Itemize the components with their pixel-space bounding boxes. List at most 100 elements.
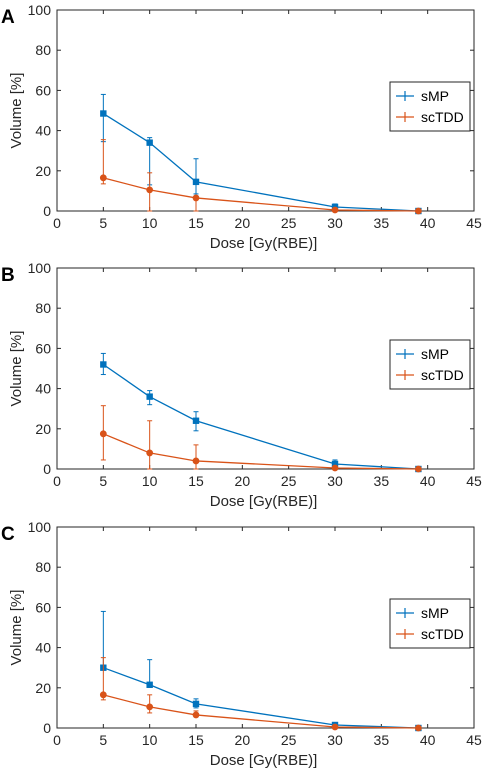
x-axis-title: Dose [Gy(RBE)]	[210, 235, 318, 252]
legend-label: sMP	[421, 605, 449, 621]
data-point	[192, 711, 200, 719]
y-tick-label: 80	[35, 300, 51, 316]
legend: sMP scTDD	[389, 339, 471, 390]
x-tick-label: 5	[99, 215, 107, 231]
y-tick-label: 20	[35, 680, 51, 696]
x-tick-label: 10	[142, 215, 158, 231]
y-tick-label: 60	[35, 599, 51, 615]
y-tick-label: 60	[35, 82, 51, 98]
y-tick-label: 40	[35, 640, 51, 656]
series-line	[103, 667, 419, 729]
data-point	[146, 681, 153, 688]
x-tick-label: 0	[53, 215, 61, 231]
legend-entry: sMP	[396, 346, 449, 362]
x-tick-label: 35	[374, 473, 390, 489]
x-tick-label: 5	[99, 732, 107, 748]
y-tick-label: 100	[28, 519, 52, 535]
data-point	[146, 703, 154, 711]
y-tick-label: 40	[35, 381, 51, 397]
axes-box	[56, 9, 475, 212]
data-point	[99, 174, 107, 182]
x-tick-label: 15	[188, 215, 204, 231]
data-point	[192, 178, 200, 186]
axes-box	[56, 267, 475, 470]
x-tick-label: 40	[420, 473, 436, 489]
legend: sMP scTDD	[389, 81, 471, 132]
x-tick-label: 5	[99, 473, 107, 489]
x-tick-label: 15	[188, 473, 204, 489]
x-tick-label: 35	[374, 732, 390, 748]
panel-label: A	[1, 7, 15, 28]
x-tick-label: 25	[281, 473, 297, 489]
legend-entry: sMP	[396, 88, 449, 104]
legend-entry: scTDD	[396, 367, 464, 383]
data-point	[192, 194, 200, 202]
chart-panel-b: B 0 5 10 15 20 25 30 35 40 45 0 20 40 60 80 100 Dose [Gy(…	[1, 260, 482, 510]
legend-entry: scTDD	[396, 109, 464, 125]
x-tick-label: 40	[420, 732, 436, 748]
y-tick-label: 20	[35, 421, 51, 437]
y-tick-label: 80	[35, 559, 51, 575]
x-tick-label: 20	[235, 215, 251, 231]
data-point	[331, 206, 339, 214]
chart-panel-a: A 0 5 10 15 20 25 30 35 40 45 0 20 40 60 80 100 Dose [Gy(…	[1, 2, 482, 252]
x-tick-label: 30	[327, 215, 343, 231]
legend-entry: sMP	[396, 605, 449, 621]
data-point	[100, 361, 107, 368]
data-point	[192, 700, 200, 708]
x-tick-label: 20	[235, 732, 251, 748]
legend-box	[389, 339, 471, 390]
y-axis-title: Volume [%]	[8, 590, 25, 666]
series-sctdd	[99, 405, 422, 473]
x-axis-title: Dose [Gy(RBE)]	[210, 752, 318, 769]
x-tick-label: 40	[420, 215, 436, 231]
y-tick-label: 20	[35, 163, 51, 179]
legend-label: scTDD	[421, 367, 464, 383]
data-point	[331, 464, 339, 472]
data-point	[415, 207, 422, 215]
y-tick-label: 100	[28, 260, 52, 276]
legend-label: sMP	[421, 88, 449, 104]
legend-label: sMP	[421, 346, 449, 362]
data-point	[415, 724, 422, 732]
data-point	[146, 449, 154, 457]
legend-box	[389, 81, 471, 132]
y-tick-label: 0	[43, 720, 51, 736]
x-tick-label: 30	[327, 473, 343, 489]
legend-box	[389, 598, 471, 649]
x-tick-label: 0	[53, 732, 61, 748]
series-line	[103, 694, 419, 729]
x-tick-label: 10	[142, 732, 158, 748]
x-tick-label: 20	[235, 473, 251, 489]
x-tick-label: 35	[374, 215, 390, 231]
data-point	[99, 430, 107, 438]
data-point	[192, 417, 200, 424]
data-point	[415, 465, 422, 473]
legend: sMP scTDD	[389, 598, 471, 649]
data-point	[146, 393, 153, 400]
series-line	[102, 112, 419, 212]
x-tick-label: 30	[327, 732, 343, 748]
x-tick-label: 25	[281, 732, 297, 748]
x-tick-label: 25	[281, 215, 297, 231]
x-tick-label: 45	[466, 732, 482, 748]
y-tick-label: 0	[43, 203, 51, 219]
x-tick-label: 45	[466, 473, 482, 489]
legend-label: scTDD	[421, 109, 464, 125]
series-smp	[100, 93, 422, 215]
series-sctdd	[99, 139, 422, 215]
y-tick-label: 40	[35, 123, 51, 139]
data-point	[192, 457, 200, 465]
chart-panel-c: C 0 5 10 15 20 25 30 35 40 45 0 20 40 60 80 100 Dose [Gy(…	[1, 519, 482, 769]
panel-label: C	[1, 524, 15, 545]
legend-label: scTDD	[421, 626, 464, 642]
x-tick-label: 15	[188, 732, 204, 748]
series-sctdd	[99, 657, 422, 732]
series-line	[103, 177, 419, 212]
data-point	[146, 186, 154, 194]
panel-label: B	[1, 265, 15, 286]
data-point	[331, 723, 339, 731]
y-tick-label: 60	[35, 340, 51, 356]
y-tick-label: 0	[43, 461, 51, 477]
